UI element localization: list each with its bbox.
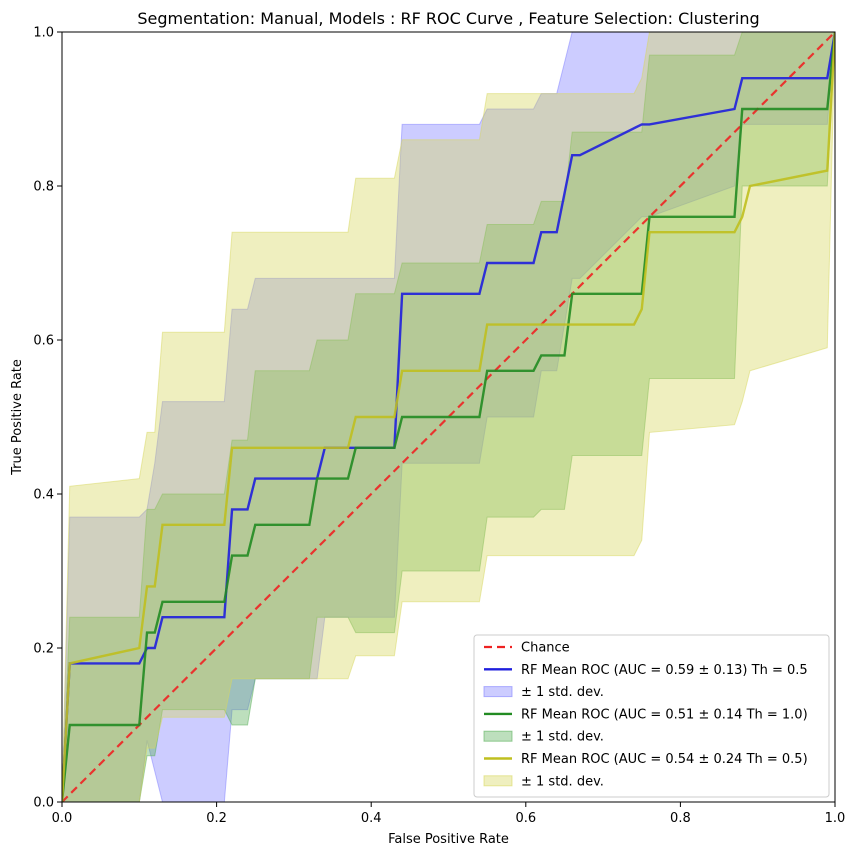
legend-entry: RF Mean ROC (AUC = 0.54 ± 0.24 Th = 0.5) [521, 752, 808, 767]
x-tick-label: 0.0 [52, 811, 73, 826]
y-axis-label: True Positive Rate [10, 359, 25, 476]
y-tick-label: 0.6 [33, 334, 54, 349]
y-tick-label: 0.2 [33, 642, 54, 657]
legend-box [473, 634, 830, 798]
legend-handle [483, 730, 513, 742]
mean-roc-line-3 [62, 32, 835, 802]
axes: 0.0 0.2 0.4 0.6 0.8 1.0 0.0 0.2 0.4 0.6 0.8 1.0 [33, 26, 845, 827]
x-tick-label: 0.8 [670, 811, 691, 826]
legend: Chance RF Mean ROC (AUC = 0.59 ± 0.13) Th… [473, 634, 830, 798]
mean-roc-line-2 [62, 32, 835, 802]
y-tick-label: 1.0 [33, 26, 54, 41]
y-tick-label: 0.8 [33, 180, 54, 195]
legend-entry: RF Mean ROC (AUC = 0.59 ± 0.13) Th = 0.5 [521, 663, 808, 678]
x-tick-label: 0.2 [206, 811, 227, 826]
x-tick-label: 0.6 [515, 811, 536, 826]
y-tick-label: 0.4 [33, 488, 54, 503]
axes-frame [61, 31, 836, 803]
legend-entry: RF Mean ROC (AUC = 0.51 ± 0.14 Th = 1.0) [521, 707, 808, 722]
legend-entry: ± 1 std. dev. [521, 685, 604, 700]
x-tick-label: 1.0 [825, 811, 846, 826]
x-axis-label: False Positive Rate [388, 832, 509, 847]
legend-entry: Chance [521, 641, 570, 656]
legend-handle [483, 686, 513, 698]
y-tick-label: 0.0 [33, 796, 54, 811]
legend-entry: ± 1 std. dev. [521, 774, 604, 789]
x-tick-label: 0.4 [361, 811, 382, 826]
plot-area [62, 32, 835, 802]
chart-title: Segmentation: Manual, Models : RF ROC Cu… [137, 9, 759, 28]
legend-handle [483, 775, 513, 787]
mean-roc-line-1 [62, 32, 835, 802]
legend-entry: ± 1 std. dev. [521, 730, 604, 745]
